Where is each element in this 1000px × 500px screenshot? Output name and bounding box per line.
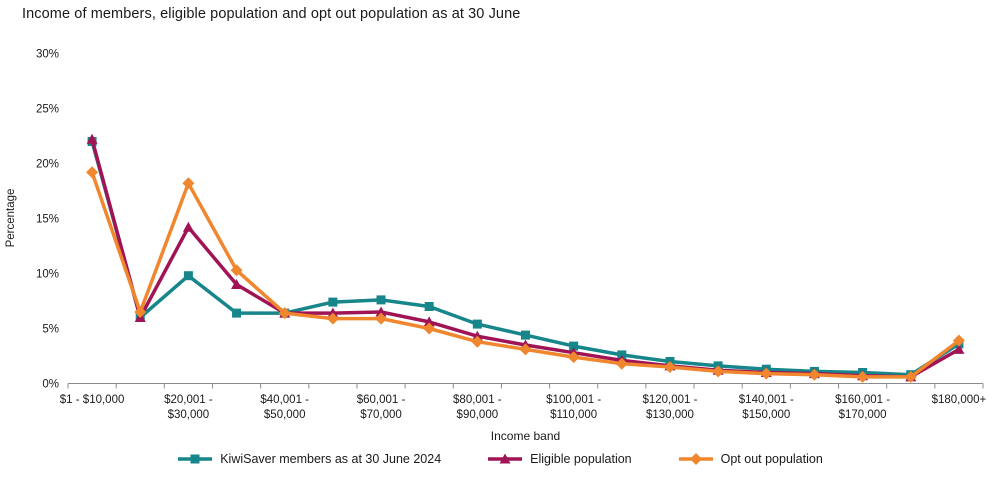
legend-label: Eligible population xyxy=(530,452,632,466)
legend-label: KiwiSaver members as at 30 June 2024 xyxy=(220,452,442,466)
square-marker-icon xyxy=(376,295,386,305)
diamond-marker-icon xyxy=(760,367,773,380)
magenta-triangle-marker-icon xyxy=(488,453,523,464)
square-marker-icon xyxy=(190,454,200,464)
triangle-marker-icon xyxy=(953,343,965,354)
x-tick-label: $20,001 -$30,000 xyxy=(164,394,213,421)
square-marker-icon xyxy=(232,308,242,318)
diamond-marker-icon xyxy=(182,177,195,190)
y-tick-label: 30% xyxy=(36,49,59,61)
diamond-marker-icon xyxy=(423,322,436,335)
teal-square-marker-icon xyxy=(178,454,213,464)
diamond-marker-icon xyxy=(519,343,532,356)
square-marker-icon xyxy=(328,297,338,307)
diamond-marker-icon xyxy=(663,361,676,373)
triangle-marker-icon xyxy=(231,279,243,289)
diamond-marker-icon xyxy=(808,368,821,381)
diamond-marker-icon xyxy=(567,351,580,364)
y-tick-label: 0% xyxy=(42,379,59,391)
square-marker-icon xyxy=(521,330,530,340)
legend-item-kiwisaver-members: KiwiSaver members as at 30 June 2024 xyxy=(177,452,441,466)
orange-diamond-marker-icon xyxy=(678,453,713,465)
triangle-marker-icon xyxy=(499,453,511,464)
x-tick-label: $160,001 -$170,000 xyxy=(835,394,890,421)
x-tick-label: $140,001 -$150,000 xyxy=(739,394,794,421)
x-tick-label: $120,001 -$130,000 xyxy=(642,394,697,421)
diamond-marker-icon xyxy=(278,307,291,320)
x-tick-label: $80,001 -$90,000 xyxy=(453,394,502,421)
chart-title: Income of members, eligible population a… xyxy=(22,6,521,22)
diamond-marker-icon xyxy=(375,312,388,325)
diamond-marker-icon xyxy=(86,166,99,179)
triangle-marker-icon xyxy=(182,221,194,232)
diamond-marker-icon xyxy=(952,334,965,347)
diamond-marker-icon xyxy=(904,370,917,383)
y-tick-label: 15% xyxy=(36,214,59,226)
diamond-marker-icon xyxy=(230,264,243,277)
chart-legend: KiwiSaver members as at 30 June 2024 Eli… xyxy=(0,452,1000,466)
square-marker-icon xyxy=(183,271,193,281)
diamond-marker-icon xyxy=(689,453,702,465)
diamond-marker-icon xyxy=(134,306,147,318)
y-tick-label: 20% xyxy=(36,159,59,171)
diamond-marker-icon xyxy=(471,335,484,348)
x-tick-label: $180,000+ xyxy=(932,394,987,406)
x-axis-title: Income band xyxy=(490,429,561,443)
triangle-marker-icon xyxy=(423,316,435,327)
square-marker-icon xyxy=(472,319,482,329)
y-tick-label: 5% xyxy=(42,324,59,336)
x-tick-label: $60,001 -$70,000 xyxy=(357,394,406,421)
diamond-marker-icon xyxy=(326,312,339,325)
x-tick-label: $40,001 -$50,000 xyxy=(260,394,309,421)
legend-label: Opt out population xyxy=(720,452,823,466)
diamond-marker-icon xyxy=(712,365,725,378)
square-marker-icon xyxy=(569,341,579,351)
x-tick-label: $1 - $10,000 xyxy=(60,394,125,406)
x-tick-label: $100,001 -$110,000 xyxy=(546,394,601,421)
y-tick-label: 10% xyxy=(36,269,59,281)
legend-item-opt-out-population: Opt out population xyxy=(678,452,823,466)
square-marker-icon xyxy=(424,302,434,311)
triangle-marker-icon xyxy=(86,133,98,144)
triangle-marker-icon xyxy=(375,306,387,317)
series-2 xyxy=(86,166,965,383)
diamond-marker-icon xyxy=(615,357,628,370)
legend-item-eligible-population: Eligible population xyxy=(487,452,632,466)
diamond-marker-icon xyxy=(856,370,869,383)
y-tick-label: 25% xyxy=(36,104,59,116)
